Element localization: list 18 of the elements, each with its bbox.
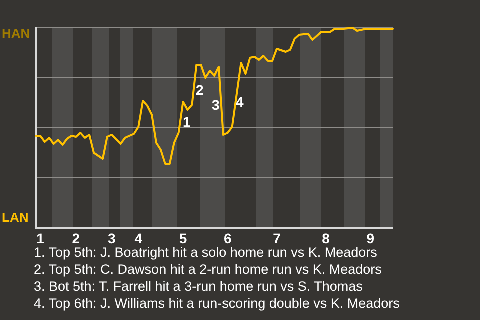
x-tick-label: 2 <box>72 230 80 246</box>
x-tick-label: 7 <box>273 230 282 246</box>
text: 3. Bot 5th: T. Farrell hit a 3-run home run vs S. Thomas <box>34 278 364 295</box>
x-tick-label: 5 <box>179 230 188 246</box>
text: 2. Top 5th: C. Dawson hit a 2-run home run vs K. Meadors <box>34 261 383 278</box>
annotation: 3 <box>212 97 220 113</box>
text: HAN <box>2 26 30 41</box>
x-tick-label: 1 <box>36 230 45 246</box>
x-tick-label: 4 <box>134 230 143 246</box>
x-tick-label: 8 <box>322 230 330 246</box>
x-tick-label: 6 <box>224 230 232 246</box>
text: LAN <box>2 210 29 225</box>
annotation: 1 <box>183 114 191 130</box>
text: 1. Top 5th: J. Boatright hit a solo home run vs K. Meadors <box>34 244 378 261</box>
x-tick-label: 3 <box>108 230 116 246</box>
x-tick-label: 9 <box>366 230 375 246</box>
annotation: 2 <box>196 82 204 98</box>
text: 4. Top 6th: J. Williams hit a run-scoring double vs K. Meadors <box>34 295 400 312</box>
